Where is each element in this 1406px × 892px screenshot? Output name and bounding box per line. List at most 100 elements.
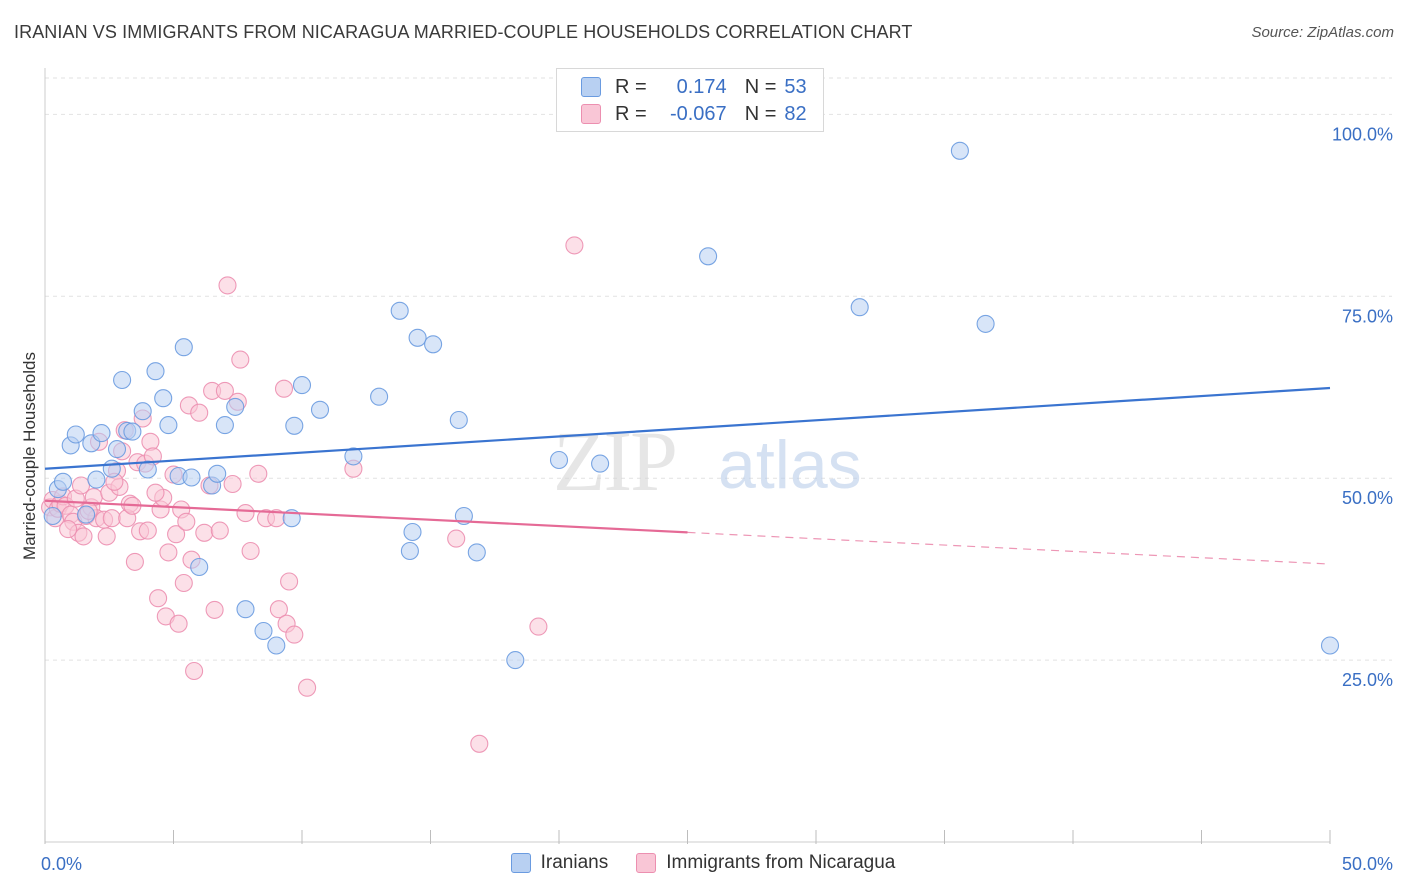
watermark: ZIP atlas xyxy=(553,413,862,509)
legend-item-iranians[interactable]: Iranians xyxy=(510,852,609,874)
correlation-legend: R = 0.174 N = 53 R = -0.067 N = 82 xyxy=(556,68,824,132)
trendline-nicaragua-projection xyxy=(687,531,1331,565)
point-nicaragua xyxy=(169,614,188,633)
points-layer xyxy=(41,141,1340,753)
point-iranians xyxy=(1320,636,1340,655)
point-nicaragua xyxy=(146,483,165,502)
labels-layer: 25.0% 50.0% 75.0% 100.0% 0.0% 50.0% xyxy=(41,124,1393,874)
point-nicaragua xyxy=(59,520,78,539)
point-iranians xyxy=(159,416,178,435)
point-iranians xyxy=(424,335,443,354)
point-iranians xyxy=(292,376,312,395)
point-nicaragua xyxy=(167,525,186,544)
point-iranians xyxy=(344,447,363,466)
point-nicaragua xyxy=(125,552,144,571)
x-tick-label: 0.0% xyxy=(41,854,82,874)
point-nicaragua xyxy=(223,474,242,494)
point-nicaragua xyxy=(447,529,466,548)
point-iranians xyxy=(850,298,869,317)
legend-r-label: R = xyxy=(615,102,647,125)
point-nicaragua xyxy=(274,379,294,398)
point-iranians xyxy=(43,506,62,526)
legend-label-iranians: Iranians xyxy=(540,852,609,873)
point-iranians xyxy=(549,450,569,470)
point-iranians xyxy=(174,338,193,357)
legend-n-value: 53 xyxy=(784,75,807,98)
trend-layer xyxy=(44,386,1331,565)
point-iranians xyxy=(113,370,132,390)
point-iranians xyxy=(285,416,304,435)
point-nicaragua xyxy=(529,617,548,636)
point-iranians xyxy=(950,141,969,160)
legend-swatch-blue xyxy=(581,77,601,97)
point-nicaragua xyxy=(74,527,93,546)
y-axis-label: Married-couple Households xyxy=(20,352,39,560)
point-iranians xyxy=(408,328,427,347)
point-iranians xyxy=(467,543,486,562)
point-nicaragua xyxy=(215,381,234,400)
point-iranians xyxy=(400,541,419,561)
point-nicaragua xyxy=(280,572,299,591)
point-iranians xyxy=(146,362,165,381)
axis-layer xyxy=(44,68,1331,844)
legend-n-label: N = xyxy=(744,102,777,125)
point-nicaragua xyxy=(138,521,157,540)
y-tick-label: 50.0% xyxy=(1342,488,1393,508)
point-iranians xyxy=(976,314,995,333)
point-iranians xyxy=(53,472,73,491)
legend-r-label: R = xyxy=(615,75,647,98)
point-nicaragua xyxy=(565,236,584,255)
grid-layer xyxy=(45,77,1392,661)
point-nicaragua xyxy=(218,276,237,295)
legend-swatch-pink xyxy=(636,853,657,873)
point-iranians xyxy=(182,468,201,487)
chart-title: IRANIAN VS IMMIGRANTS FROM NICARAGUA MAR… xyxy=(14,22,913,42)
legend-item-nicaragua[interactable]: Immigrants from Nicaragua xyxy=(636,852,895,874)
legend-row-nicaragua: R = -0.067 N = 82 xyxy=(581,101,807,127)
x-tick-label: 50.0% xyxy=(1342,854,1393,874)
point-nicaragua xyxy=(102,509,121,528)
point-iranians xyxy=(123,422,142,441)
legend-r-value: 0.174 xyxy=(676,75,727,98)
point-nicaragua xyxy=(269,600,288,619)
y-tick-label: 75.0% xyxy=(1342,306,1393,326)
point-nicaragua xyxy=(205,600,224,619)
point-iranians xyxy=(403,522,422,542)
legend-n-value: 82 xyxy=(784,102,807,125)
point-nicaragua xyxy=(97,527,116,546)
point-nicaragua xyxy=(149,589,168,608)
legend-row-iranians: R = 0.174 N = 53 xyxy=(581,74,807,100)
trendline-iranians xyxy=(44,386,1331,470)
point-iranians xyxy=(208,464,227,483)
point-iranians xyxy=(226,397,245,416)
point-iranians xyxy=(236,600,255,619)
point-nicaragua xyxy=(298,678,317,697)
point-iranians xyxy=(133,402,152,421)
point-iranians xyxy=(506,651,525,670)
point-nicaragua xyxy=(159,543,178,562)
legend-n-label: N = xyxy=(744,75,777,98)
point-iranians xyxy=(102,459,121,478)
point-iranians xyxy=(310,400,330,419)
source-label: Source: ZipAtlas.com xyxy=(1251,24,1394,41)
point-nicaragua xyxy=(174,573,193,593)
point-iranians xyxy=(370,387,389,406)
legend-label-nicaragua: Immigrants from Nicaragua xyxy=(666,852,896,873)
point-nicaragua xyxy=(210,521,229,540)
point-iranians xyxy=(154,389,173,408)
point-iranians xyxy=(390,301,409,320)
point-iranians xyxy=(77,505,96,524)
watermark-atlas: atlas xyxy=(718,427,862,503)
legend-swatch-pink xyxy=(581,104,601,124)
y-tick-label: 25.0% xyxy=(1342,670,1393,690)
legend-r-value: -0.067 xyxy=(669,102,727,125)
point-iranians xyxy=(87,470,106,489)
point-nicaragua xyxy=(185,661,204,681)
point-nicaragua xyxy=(231,350,250,369)
point-iranians xyxy=(254,621,273,641)
y-tick-label: 100.0% xyxy=(1332,124,1393,144)
point-iranians xyxy=(190,557,209,577)
point-nicaragua xyxy=(71,476,91,495)
point-nicaragua xyxy=(177,512,196,531)
